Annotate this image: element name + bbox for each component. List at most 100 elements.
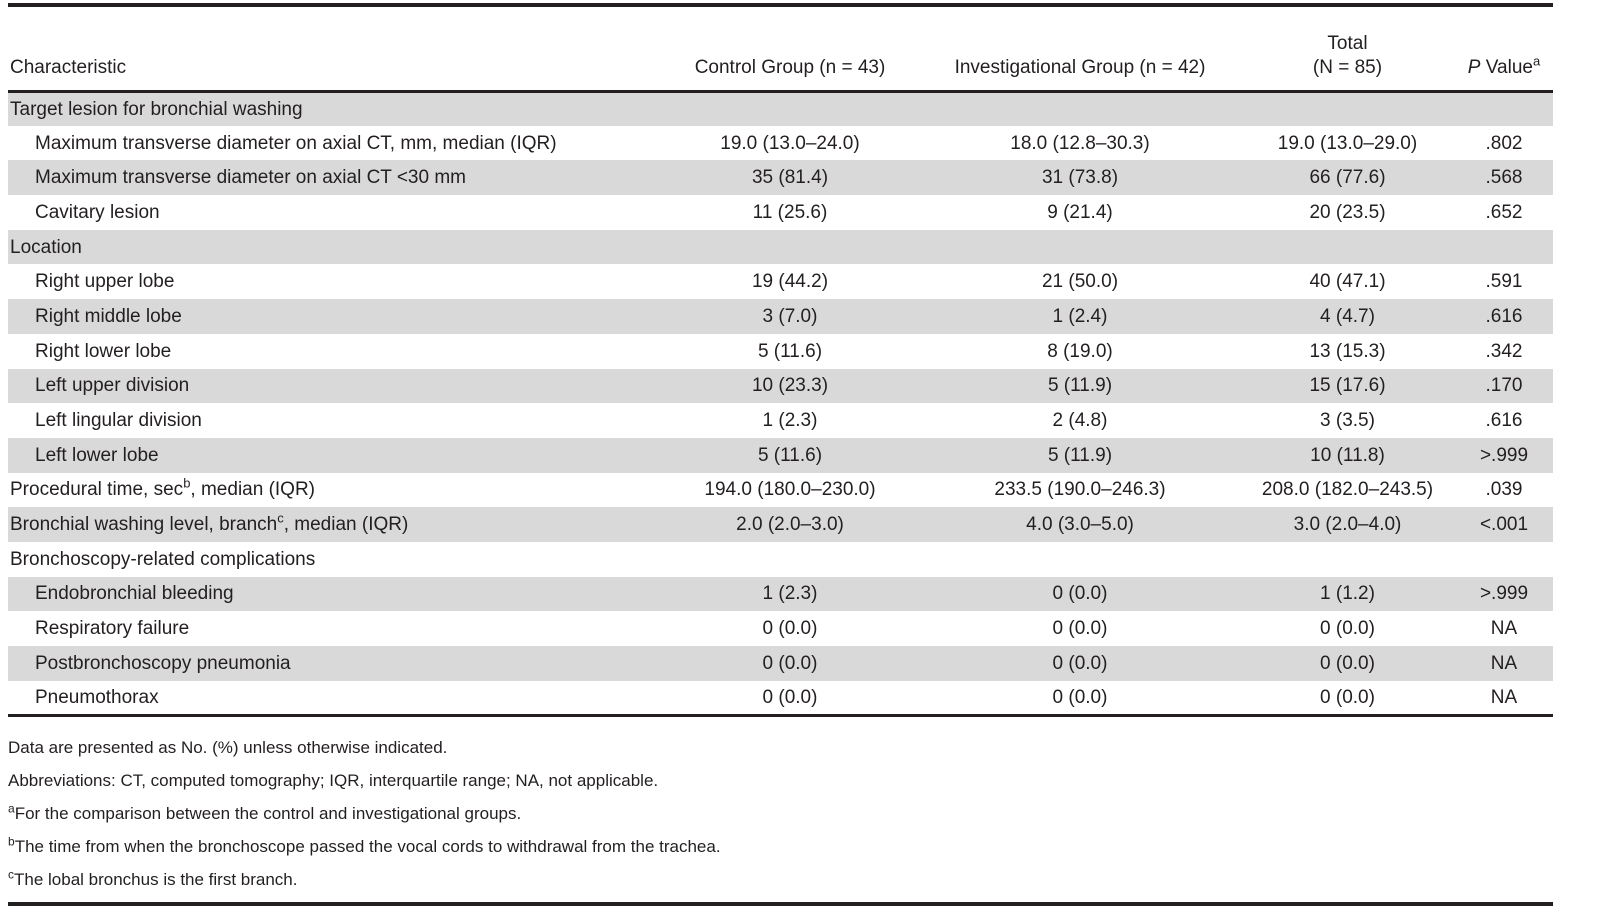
investigational-group-value: 0 (0.0) (1052, 686, 1108, 708)
total-value: 208.0 (182.0–243.5) (1261, 479, 1434, 501)
p-value: .616 (1485, 410, 1523, 432)
table-row: Pneumothorax 0 (0.0) 0 (0.0) 0 (0.0) NA (8, 681, 1553, 716)
p-value (1455, 91, 1553, 126)
row-label: Bronchial washing level, branchc, median… (10, 510, 409, 536)
p-value: .039 (1485, 479, 1523, 501)
investigational-group-value: 0 (0.0) (1052, 618, 1108, 640)
row-label-superscript: c (277, 510, 284, 526)
table-row: Endobronchial bleeding 1 (2.3) 0 (0.0) 1 (1… (8, 576, 1553, 612)
p-value: <.001 (1479, 514, 1529, 536)
total-header-line1: Total (1327, 32, 1368, 54)
investigational-group-value: 0 (0.0) (1052, 652, 1108, 674)
bottom-rule (8, 901, 1553, 906)
control-group-value: 19.0 (13.0–24.0) (720, 132, 860, 154)
table-header: Characteristic Control Group (n = 43) In… (8, 5, 1553, 91)
table-body: Target lesion for bronchial washing Maxim… (8, 91, 1553, 716)
total-value: 0 (0.0) (1320, 652, 1375, 674)
patient-characteristics-table: Characteristic Control Group (n = 43) In… (8, 3, 1553, 717)
total-value: 15 (17.6) (1309, 375, 1386, 397)
control-group-value: 2.0 (2.0–3.0) (736, 514, 844, 536)
table-row: Right middle lobe 3 (7.0) 1 (2.4) 4 (4.7) .6… (8, 299, 1553, 334)
row-label: Cavitary lesion (35, 201, 160, 223)
footnote-text: The lobal bronchus is the first branch. (14, 869, 298, 889)
row-label: Right lower lobe (35, 340, 172, 362)
table-row: Right lower lobe 5 (11.6) 8 (19.0) 13 (15.3… (8, 334, 1553, 369)
row-label: Maximum transverse diameter on axial CT,… (35, 132, 557, 154)
table-row: Left upper division 10 (23.3) 5 (11.9) 15 (… (8, 368, 1553, 404)
header-row: Characteristic Control Group (n = 43) In… (8, 5, 1553, 91)
table-row: Maximum transverse diameter on axial CT,… (8, 126, 1553, 161)
table-row: Postbronchoscopy pneumonia 0 (0.0) 0 (0.0)… (8, 646, 1553, 681)
control-group-value: 5 (11.6) (757, 340, 823, 362)
footnote-text: Data are presented as No. (%) unless oth… (8, 737, 448, 757)
total-value: 4 (4.7) (1320, 305, 1375, 327)
col-header-control-group: Control Group (n = 43) (694, 56, 886, 78)
investigational-group-value: 1 (2.4) (1052, 305, 1108, 327)
footnote: aFor the comparison between the control … (8, 801, 1600, 825)
investigational-group-value: 31 (73.8) (1041, 167, 1119, 189)
investigational-group-value: 4.0 (3.0–5.0) (1026, 514, 1134, 536)
total-value (1240, 542, 1455, 577)
p-value: .802 (1485, 132, 1523, 154)
footnote-superscript: a (8, 801, 15, 816)
control-group-value (660, 91, 920, 126)
col-header-p-value: P Valuea (1455, 5, 1553, 91)
total-value: 0 (0.0) (1320, 618, 1375, 640)
control-group-value: 10 (23.3) (751, 375, 829, 397)
control-group-value: 1 (2.3) (762, 410, 818, 432)
investigational-group-value: 5 (11.9) (1047, 444, 1113, 466)
control-group-value: 1 (2.3) (762, 583, 818, 605)
control-group-value: 19 (44.2) (751, 271, 829, 293)
p-value (1455, 542, 1553, 577)
investigational-group-value (920, 542, 1240, 577)
footnote: Abbreviations: CT, computed tomography; … (8, 770, 1600, 792)
footnote-superscript: c (8, 867, 14, 882)
table-row: Left lower lobe 5 (11.6) 5 (11.9) 10 (11.8)… (8, 437, 1553, 473)
total-header-line2: (N = 85) (1312, 56, 1383, 78)
p-value: >.999 (1479, 444, 1529, 466)
row-label: Left upper division (35, 375, 190, 397)
footnote-superscript: b (8, 834, 15, 849)
row-label: Right upper lobe (35, 271, 175, 293)
p-value: .591 (1485, 271, 1523, 293)
p-value-header-text: Value (1480, 56, 1533, 78)
table-row: Right upper lobe 19 (44.2) 21 (50.0) 40 (47… (8, 264, 1553, 299)
p-value: NA (1490, 652, 1518, 674)
total-value: 10 (11.8) (1310, 444, 1385, 466)
p-value (1455, 230, 1553, 265)
row-label: Endobronchial bleeding (35, 583, 234, 605)
table-row: Left lingular division 1 (2.3) 2 (4.8) 3 (3… (8, 403, 1553, 438)
row-label: Target lesion for bronchial washing (10, 98, 303, 120)
p-value: .170 (1485, 375, 1523, 397)
p-value: NA (1490, 686, 1518, 708)
investigational-group-value: 8 (19.0) (1047, 340, 1113, 362)
control-group-value (660, 542, 920, 577)
footnote-text: Abbreviations: CT, computed tomography; … (8, 770, 659, 790)
investigational-group-value: 21 (50.0) (1041, 271, 1119, 293)
investigational-group-value (920, 91, 1240, 126)
row-label: Bronchoscopy-related complications (10, 548, 316, 570)
investigational-group-value: 18.0 (12.8–30.3) (1010, 132, 1150, 154)
footnote-text: The time from when the bronchoscope pass… (14, 836, 721, 856)
table-row: Procedural time, secb, median (IQR) 194.0… (8, 473, 1553, 508)
total-value: 13 (15.3) (1309, 340, 1386, 362)
control-group-value: 5 (11.6) (757, 444, 823, 466)
control-group-value: 0 (0.0) (762, 618, 818, 640)
row-label: Left lingular division (35, 410, 202, 432)
col-header-total: Total (N = 85) (1240, 5, 1455, 91)
row-label: Respiratory failure (35, 618, 190, 640)
total-value: 3 (3.5) (1320, 410, 1375, 432)
investigational-group-value: 233.5 (190.0–246.3) (994, 479, 1166, 501)
table-row: Bronchial washing level, branchc, median… (8, 507, 1553, 542)
investigational-group-value (920, 230, 1240, 265)
footnote-text: For the comparison between the control a… (14, 803, 522, 823)
table-row: Cavitary lesion 11 (25.6) 9 (21.4) 20 (23.5… (8, 195, 1553, 230)
investigational-group-value: 0 (0.0) (1052, 583, 1108, 605)
p-value: NA (1490, 618, 1518, 640)
total-value: 1 (1.2) (1320, 583, 1375, 605)
p-value: .616 (1485, 305, 1523, 327)
p-value: >.999 (1479, 583, 1529, 605)
total-value: 3.0 (2.0–4.0) (1293, 514, 1402, 536)
control-group-value: 0 (0.0) (762, 686, 818, 708)
